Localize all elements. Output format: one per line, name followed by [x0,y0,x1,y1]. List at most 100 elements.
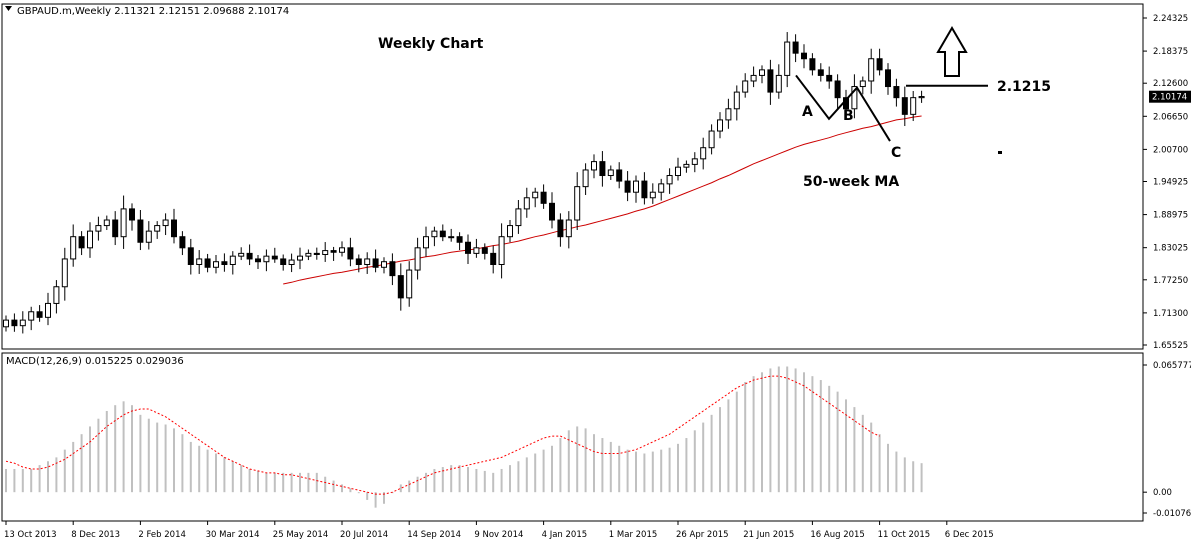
macd-bar [752,376,755,493]
date-tick-label: 13 Oct 2013 [4,530,57,540]
candle-body [45,302,51,318]
date-tick-label: 9 Nov 2014 [474,530,523,540]
candlestick [372,249,379,273]
candlestick [456,232,463,251]
macd-bar [425,472,427,493]
macd-bar [660,449,663,493]
candle-body [658,183,665,193]
current-price-tag [1149,90,1191,103]
macd-bar [357,492,360,494]
candlestick [179,231,186,256]
candle-body [767,69,774,93]
price-panel-border [1,3,1144,350]
macd-bar [828,385,831,493]
candle-body [423,236,429,249]
candle-body [213,261,219,268]
candlestick [775,64,782,99]
candle-body [481,247,488,254]
candle-body [801,52,807,60]
candle-body [750,74,757,82]
macd-bar [475,468,478,493]
candlestick [481,243,488,260]
candlestick [591,154,597,179]
candlestick [616,162,623,189]
macd-bar [30,468,33,493]
macd-bar [542,449,545,493]
macd-bar [13,468,16,493]
candle-body [490,252,497,266]
macd-bar [525,457,528,493]
date-tick-label: 21 Jun 2015 [743,530,794,540]
candlestick [305,249,312,261]
macd-bar [307,472,310,493]
candle-body [565,219,572,238]
candlestick [439,224,446,242]
candlestick [339,241,345,257]
candlestick [876,48,883,76]
candle-body [532,191,539,199]
macd-bar [63,449,66,493]
macd-bar [483,470,486,493]
macd-bar [240,465,243,493]
candlestick [582,163,589,195]
macd-bar [450,465,453,493]
candle-body [901,97,908,115]
candlestick [406,261,413,307]
candlestick [750,66,757,88]
candle-body [288,259,295,266]
candle-body [339,247,345,253]
candlestick [910,90,917,122]
macd-bar [836,391,839,493]
candlestick [918,90,925,103]
candlestick [45,292,51,326]
candlestick [759,65,765,84]
candlestick [355,254,362,273]
macd-bar [693,430,696,493]
annotations-layer [795,26,1002,154]
candlestick [893,78,900,107]
candlestick [414,237,421,280]
candle-body [28,311,35,321]
macd-tick-label: -0.010766 [1153,509,1191,519]
candlestick [204,253,211,273]
macd-bar [794,368,797,493]
candle-body [775,74,782,93]
candlestick [70,224,77,267]
macd-bar [290,472,293,493]
macd-bar [861,414,864,493]
chart-title-annotation: Weekly Chart [378,36,484,52]
macd-bar [458,465,461,493]
macd-bar [912,461,915,493]
macd-bar [593,434,595,493]
candlestick [809,53,816,76]
candlestick [187,238,194,275]
candle-body [364,258,371,266]
date-tick-label: 26 Apr 2015 [676,530,729,540]
candlestick [347,237,354,267]
candlestick [683,160,690,173]
candlestick [288,253,295,273]
macd-bar [534,453,537,493]
candle-body [204,258,211,268]
macd-bar [282,472,285,493]
macd-bar [517,461,520,493]
macd-bar [567,430,570,493]
candlestick [549,192,555,229]
macd-bar [189,441,192,493]
candlestick [700,137,707,170]
macd-bar [719,407,721,493]
price-tick-label: 1.71300 [1153,309,1188,319]
macd-bar [500,468,503,493]
candle-body [11,319,18,327]
candle-body [406,269,413,299]
candle-body [271,255,278,260]
candle-body [154,225,161,232]
macd-bar [374,492,377,508]
macd-bar [231,461,234,493]
macd-bar [668,447,671,493]
candlestick [95,216,102,241]
chart-frame [1,3,1144,522]
macd-bar [131,405,133,493]
candlestick [532,187,539,208]
candle-body [834,80,841,99]
